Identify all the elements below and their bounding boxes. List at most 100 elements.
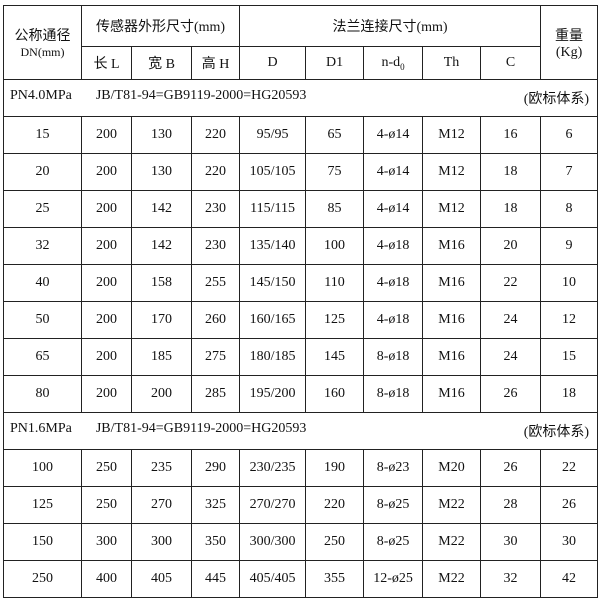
standard-label: JB/T81-94=GB9119-2000=HG20593 bbox=[95, 88, 307, 103]
table-cell: 142 bbox=[131, 190, 192, 228]
table-row: 125 250 270 325 270/270 220 8-ø25 M22 28 26 bbox=[3, 486, 599, 524]
table-cell: 230 bbox=[190, 190, 241, 228]
table-cell: 42 bbox=[540, 560, 599, 598]
table-cell: 65 bbox=[305, 116, 365, 154]
table-cell: 235 bbox=[131, 449, 192, 487]
table-cell: 350 bbox=[190, 523, 241, 561]
table-cell: 18 bbox=[480, 190, 542, 228]
table-cell: 18 bbox=[480, 153, 542, 191]
table-cell: 130 bbox=[131, 153, 192, 191]
table-cell: 8-ø18 bbox=[363, 375, 424, 413]
table-row: 65 200 185 275 180/185 145 8-ø18 M16 24 15 bbox=[3, 338, 599, 376]
table-cell: 260 bbox=[190, 301, 241, 339]
table-cell: 105/105 bbox=[239, 153, 307, 191]
table-cell: 130 bbox=[131, 116, 192, 154]
table-cell: 200 bbox=[81, 116, 132, 154]
table-cell: 200 bbox=[81, 153, 132, 191]
table-cell: 16 bbox=[480, 116, 542, 154]
table-cell: 26 bbox=[540, 486, 599, 524]
table-cell: 6 bbox=[540, 116, 599, 154]
table-cell: 8-ø18 bbox=[363, 338, 424, 376]
table-cell: M20 bbox=[422, 449, 482, 487]
col-header: n-d0 bbox=[363, 46, 424, 80]
table-cell: 250 bbox=[81, 449, 132, 487]
table-cell: 40 bbox=[3, 264, 82, 302]
table-cell: 4-ø18 bbox=[363, 264, 424, 302]
table-cell: 220 bbox=[190, 153, 241, 191]
table-cell: 145 bbox=[305, 338, 365, 376]
dn-unit: DN(mm) bbox=[20, 45, 65, 59]
table-cell: 185 bbox=[131, 338, 192, 376]
table-cell: 24 bbox=[480, 301, 542, 339]
nd-subscript: 0 bbox=[400, 61, 405, 72]
table-row: 50 200 170 260 160/165 125 4-ø18 M16 24 12 bbox=[3, 301, 599, 339]
table-cell: 300/300 bbox=[239, 523, 307, 561]
table-cell: 400 bbox=[81, 560, 132, 598]
table-cell: 18 bbox=[540, 375, 599, 413]
table-cell: 270 bbox=[131, 486, 192, 524]
table-cell: M16 bbox=[422, 301, 482, 339]
table-cell: M16 bbox=[422, 375, 482, 413]
table-cell: 24 bbox=[480, 338, 542, 376]
table-cell: 100 bbox=[3, 449, 82, 487]
table-cell: 30 bbox=[540, 523, 599, 561]
table-cell: 445 bbox=[190, 560, 241, 598]
table-cell: 125 bbox=[305, 301, 365, 339]
table-cell: 85 bbox=[305, 190, 365, 228]
standard-label: JB/T81-94=GB9119-2000=HG20593 bbox=[95, 421, 307, 436]
table-cell: 160/165 bbox=[239, 301, 307, 339]
table-row: 100 250 235 290 230/235 190 8-ø23 M20 26 22 bbox=[3, 449, 599, 487]
system-label: (欧标体系) bbox=[523, 92, 590, 107]
table-cell: 195/200 bbox=[239, 375, 307, 413]
col-header: C bbox=[480, 46, 542, 80]
table-cell: 26 bbox=[480, 449, 542, 487]
flange-group-header: 法兰连接尺寸(mm) bbox=[239, 5, 542, 47]
table-cell: 405 bbox=[131, 560, 192, 598]
table-cell: 50 bbox=[3, 301, 82, 339]
table-cell: 158 bbox=[131, 264, 192, 302]
table-cell: M12 bbox=[422, 116, 482, 154]
col-header: 宽 B bbox=[131, 46, 192, 80]
section-header: PN4.0MPa JB/T81-94=GB9119-2000=HG20593 (欧标… bbox=[2, 79, 599, 117]
table-cell: 115/115 bbox=[239, 190, 307, 228]
table-cell: 200 bbox=[81, 190, 132, 228]
table-cell: 300 bbox=[131, 523, 192, 561]
table-row: 32 200 142 230 135/140 100 4-ø18 M16 20 9 bbox=[3, 227, 599, 265]
pressure-rating: PN1.6MPa bbox=[10, 421, 72, 436]
table-cell: M22 bbox=[422, 486, 482, 524]
table-cell: 200 bbox=[81, 338, 132, 376]
table-cell: 7 bbox=[540, 153, 599, 191]
flange-dimension-table: 公称通径 DN(mm) 传感器外形尺寸(mm) 法兰连接尺寸(mm) 重量 (Kg)… bbox=[2, 5, 599, 598]
table-cell: 20 bbox=[3, 153, 82, 191]
table-cell: 290 bbox=[190, 449, 241, 487]
table-cell: 255 bbox=[190, 264, 241, 302]
table-cell: 8-ø25 bbox=[363, 523, 424, 561]
table-cell: 170 bbox=[131, 301, 192, 339]
table-cell: 4-ø14 bbox=[363, 116, 424, 154]
pressure-rating: PN4.0MPa bbox=[10, 88, 72, 103]
table-cell: 15 bbox=[540, 338, 599, 376]
table-cell: 230/235 bbox=[239, 449, 307, 487]
table-cell: 28 bbox=[480, 486, 542, 524]
table-cell: 22 bbox=[540, 449, 599, 487]
table-cell: 125 bbox=[3, 486, 82, 524]
table-cell: 160 bbox=[305, 375, 365, 413]
table-cell: 300 bbox=[81, 523, 132, 561]
table-cell: 275 bbox=[190, 338, 241, 376]
table-cell: 135/140 bbox=[239, 227, 307, 265]
table-cell: 325 bbox=[190, 486, 241, 524]
dn-label: 公称通径 bbox=[14, 29, 71, 44]
table-cell: 9 bbox=[540, 227, 599, 265]
table-cell: 4-ø18 bbox=[363, 227, 424, 265]
col-header: 高 H bbox=[190, 46, 241, 80]
table-cell: 12-ø25 bbox=[363, 560, 424, 598]
table-cell: 26 bbox=[480, 375, 542, 413]
table-row: 150 300 300 350 300/300 250 8-ø25 M22 30 30 bbox=[3, 523, 599, 561]
table-cell: 8-ø23 bbox=[363, 449, 424, 487]
table-cell: M16 bbox=[422, 227, 482, 265]
table-row: 250 400 405 445 405/405 355 12-ø25 M22 32 42 bbox=[3, 560, 599, 598]
table-cell: 200 bbox=[81, 264, 132, 302]
table-cell: 22 bbox=[480, 264, 542, 302]
table-cell: M16 bbox=[422, 338, 482, 376]
col-header: D bbox=[239, 46, 307, 80]
